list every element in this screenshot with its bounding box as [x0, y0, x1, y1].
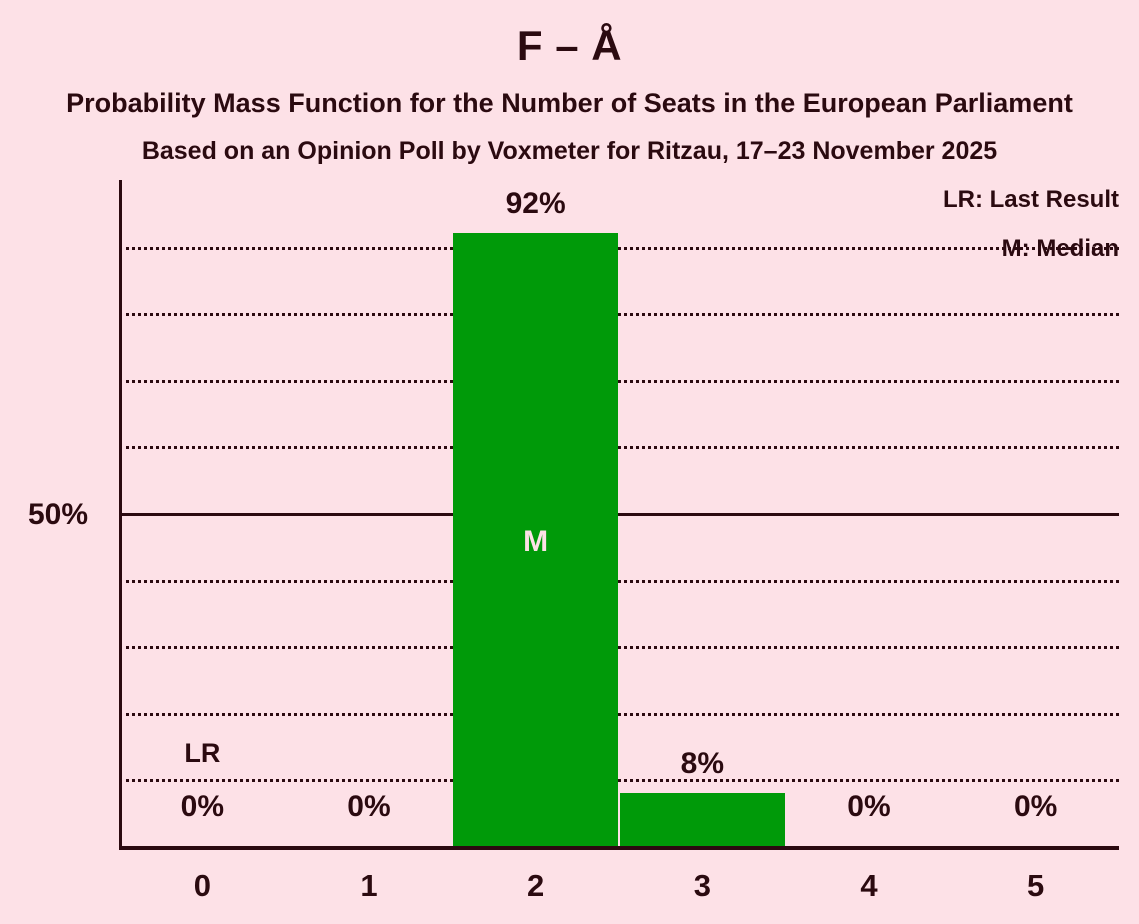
x-axis-tick-0: 0	[193, 868, 211, 903]
value-label-seat-2: 92%	[505, 187, 566, 221]
x-axis-tick-4: 4	[860, 868, 878, 903]
x-axis-tick-3: 3	[693, 868, 711, 903]
page-title: F – Å	[516, 22, 623, 69]
gridline-30	[119, 646, 1119, 650]
bar-seat-2: M	[453, 233, 618, 846]
x-axis-tick-5: 5	[1027, 868, 1045, 903]
gridline-50	[119, 513, 1119, 516]
value-label-seat-5: 0%	[1013, 790, 1058, 823]
plot-area: M 0% LR 0% 92% 8% 0% 0%	[119, 180, 1119, 850]
gridline-60	[119, 446, 1119, 450]
gridline-40	[119, 579, 1119, 583]
median-marker: M	[523, 525, 549, 559]
value-label-seat-0: 0%	[180, 790, 224, 823]
gridline-80	[119, 313, 1119, 317]
gridline-70	[119, 379, 1119, 383]
legend-last-result: LR: Last Result	[942, 186, 1119, 213]
chart-subtitle: Probability Mass Function for the Number…	[66, 88, 1073, 118]
value-label-seat-1: 0%	[347, 790, 391, 823]
gridline-90	[119, 246, 1119, 250]
value-label-seat-3: 8%	[680, 746, 724, 780]
gridline-20	[119, 712, 1119, 716]
value-label-seat-4: 0%	[847, 790, 891, 823]
last-result-marker: LR	[184, 738, 221, 768]
x-axis-line	[119, 846, 1119, 850]
chart-source-note: Based on an Opinion Poll by Voxmeter for…	[141, 137, 998, 165]
x-axis-tick-1: 1	[360, 868, 378, 903]
y-axis-tick-50: 50%	[28, 498, 89, 531]
bar-seat-3	[620, 792, 785, 846]
gridline-10	[119, 779, 1119, 783]
copyright-notice: © 2025 Filip van Laenen	[1107, 0, 1123, 6]
x-axis-tick-2: 2	[527, 868, 545, 903]
